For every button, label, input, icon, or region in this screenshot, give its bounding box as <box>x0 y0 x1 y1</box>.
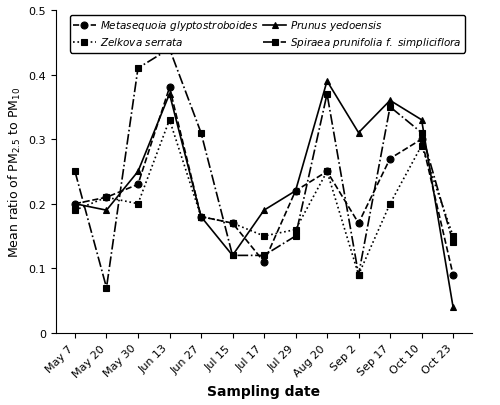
X-axis label: Sampling date: Sampling date <box>208 384 320 398</box>
Legend: $\it{Metasequoia\ glyptostroboides}$, $\it{Zelkova\ serrata}$, $\it{Prunus\ yedo: $\it{Metasequoia\ glyptostroboides}$, $\… <box>70 16 465 53</box>
Y-axis label: Mean ratio of PM$_{2.5}$ to PM$_{10}$: Mean ratio of PM$_{2.5}$ to PM$_{10}$ <box>7 87 23 257</box>
